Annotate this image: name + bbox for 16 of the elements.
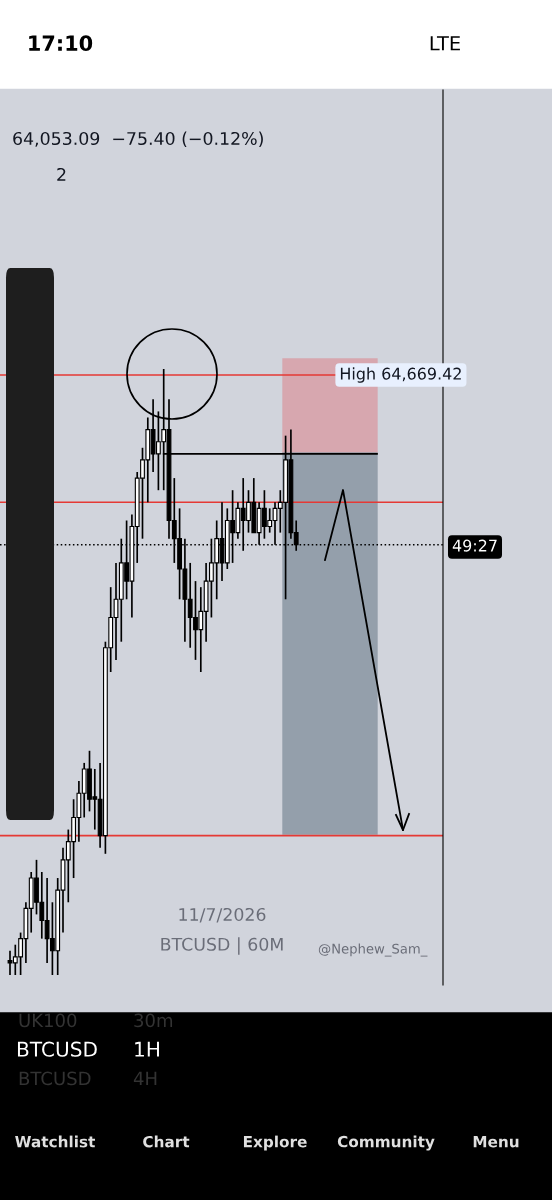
text: 1H bbox=[135, 1041, 159, 1057]
text: LTE bbox=[430, 36, 460, 51]
text: Community bbox=[337, 1135, 435, 1151]
ref-line-label: High 64,669.42 bbox=[340, 367, 461, 383]
text: 49:27 bbox=[452, 539, 497, 552]
annotation: BTCUSD | 60M bbox=[161, 937, 283, 955]
text: BTCUSD bbox=[17, 1041, 97, 1057]
text: Watchlist bbox=[15, 1135, 96, 1148]
text: 2 bbox=[57, 167, 66, 181]
text: @Nephew_Sam_ bbox=[318, 943, 428, 957]
text: Chart bbox=[143, 1135, 190, 1148]
text: Explore bbox=[243, 1135, 307, 1151]
text: 64,053.09 −75.40 (−0.12%) bbox=[13, 131, 263, 148]
text: Menu bbox=[473, 1136, 519, 1148]
annotation: 11/7/2026 bbox=[179, 907, 266, 923]
text: 17:10 bbox=[29, 35, 93, 52]
